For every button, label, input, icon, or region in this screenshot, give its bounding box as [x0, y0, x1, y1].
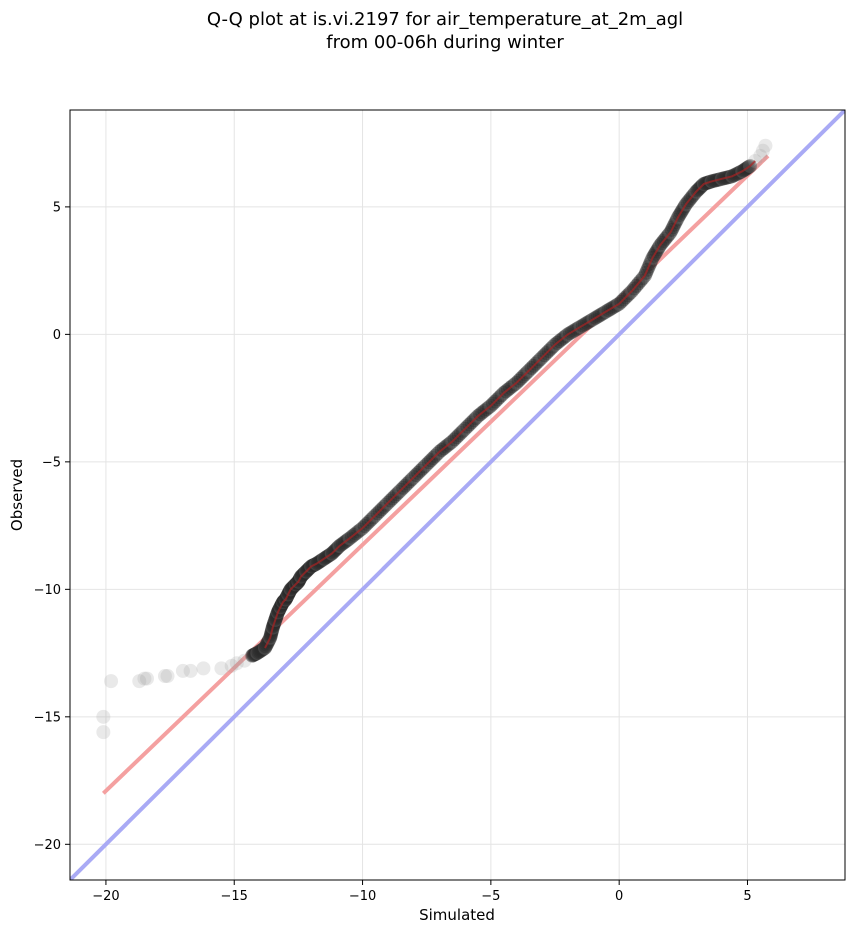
- data-point: [175, 663, 190, 678]
- data-point: [196, 661, 211, 676]
- grid: [70, 110, 845, 880]
- chart-title-line-2: from 00-06h during winter: [326, 32, 564, 53]
- dense-trend-line: [264, 160, 756, 649]
- data-point: [229, 656, 244, 671]
- chart-title-line-1: Q-Q plot at is.vi.2197 for air_temperatu…: [207, 9, 683, 30]
- x-tick-label: −15: [221, 889, 248, 904]
- data-point: [758, 138, 773, 153]
- y-tick-label: −10: [34, 583, 61, 598]
- x-tick-label: 0: [615, 889, 623, 904]
- x-axis-label: Simulated: [419, 906, 495, 924]
- y-tick-label: −5: [42, 455, 61, 470]
- data-point: [139, 671, 154, 686]
- data-point: [96, 725, 111, 740]
- x-tick-label: 5: [743, 889, 751, 904]
- fit-line: [101, 154, 770, 795]
- y-tick-label: 5: [53, 200, 61, 215]
- y-axis-ticks: −20 −15 −10 −5 0 5: [34, 200, 70, 853]
- y-tick-label: 0: [53, 328, 61, 343]
- data-point: [104, 674, 119, 689]
- data-point: [183, 663, 198, 678]
- data-point: [132, 674, 147, 689]
- dense-trend: [264, 160, 756, 649]
- data-point: [157, 669, 172, 684]
- data-point: [96, 709, 111, 724]
- data-points: [96, 138, 773, 740]
- x-axis-ticks: −20 −15 −10 −5 0 5: [92, 880, 752, 904]
- y-tick-label: −20: [34, 838, 61, 853]
- data-point: [137, 671, 152, 686]
- data-point: [160, 669, 175, 684]
- data-point: [214, 661, 229, 676]
- x-tick-label: −20: [92, 889, 119, 904]
- x-tick-label: −10: [349, 889, 376, 904]
- data-point: [755, 143, 770, 158]
- reference-lines: [70, 110, 845, 880]
- x-tick-label: −5: [481, 889, 500, 904]
- plot-frame: [69, 109, 846, 881]
- data-point: [224, 658, 239, 673]
- identity-line: [70, 110, 845, 880]
- y-axis-label: Observed: [8, 459, 26, 531]
- y-tick-label: −15: [34, 710, 61, 725]
- data-point: [753, 148, 768, 163]
